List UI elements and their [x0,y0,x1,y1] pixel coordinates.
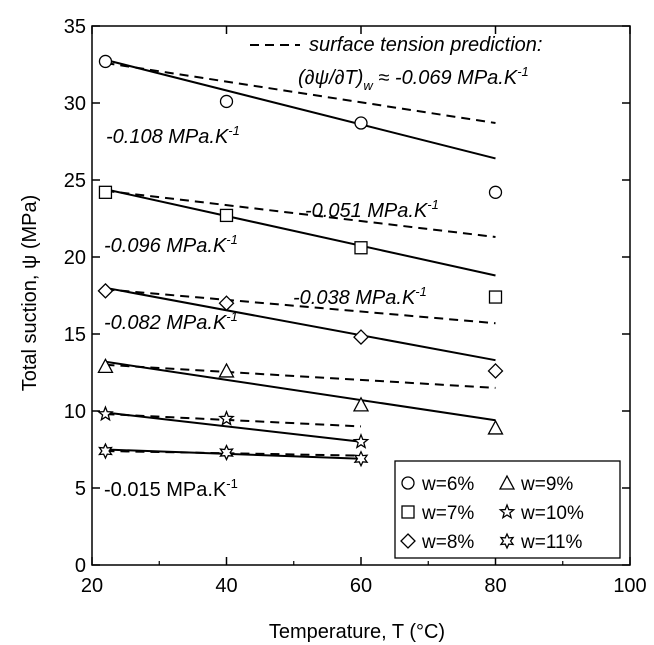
marker-w9 [352,396,370,412]
marker-w9 [218,362,235,378]
slope-label-w6-sup: -1 [228,123,240,138]
y-tick-label: 5 [75,478,86,500]
y-tick-label: 0 [75,555,86,577]
slope-label-w7: -0.096 MPa.K-1 [104,232,238,257]
marker-w8 [353,329,369,345]
marker-w9 [97,357,114,373]
legend: w=6% w=7% w=8% w=9% w=10% w=11% [394,460,621,559]
dash-legend-formula-main: (∂ψ/∂T) [298,67,363,89]
dash-legend-formula: (∂ψ/∂T)w ≈ -0.069 MPa.K-1 [298,64,529,93]
fit-line-dashed [105,450,362,457]
fit-line-solid [105,58,496,160]
x-tick-label: 60 [350,575,372,597]
slope-label-w7-base: -0.096 MPa.K [104,235,228,257]
fit-line-solid [105,286,496,362]
x-tick-label: 20 [81,575,103,597]
fit-lines [105,58,496,460]
legend-label-w9: w=9% [520,474,573,495]
slope-label-w6: -0.108 MPa.K-1 [106,123,240,148]
marker-w7 [488,290,503,304]
slope-label-w7-sup: -1 [226,232,238,247]
legend-marker-w8 [400,533,416,549]
fit-line-dashed [105,413,362,428]
slope-label-w6-base: -0.108 MPa.K [106,126,230,148]
legend-marker-w11 [499,532,515,550]
marker-w11 [219,444,234,462]
slope-label-w11-sup: -1 [226,476,238,491]
slope-label-w11-base: -0.015 MPa.K [104,479,227,501]
slope-label-w8: -0.082 MPa.K-1 [104,309,238,334]
fit-line-solid [105,360,496,422]
marker-w11 [353,450,369,468]
legend-label-w7: w=7% [421,503,474,524]
marker-w7 [98,185,113,199]
legend-marker-w10 [498,503,516,520]
marker-w10 [97,405,114,422]
x-tick-label: 80 [484,575,506,597]
fit-line-solid [105,411,362,443]
marker-w8 [218,295,235,312]
slope-label-surface-w7: -0.051 MPa.K-1 [305,197,439,222]
marker-w6 [354,116,368,130]
legend-marker-w9 [498,474,516,490]
fit-line-solid [105,188,496,277]
legend-label-w10: w=10% [520,503,584,524]
fit-line-dashed [105,363,496,389]
y-tick-label: 15 [64,324,86,346]
marker-w8 [97,282,114,299]
y-tick-label: 20 [64,247,86,269]
slope-label-surface-w8-base: -0.038 MPa.K [293,287,417,309]
marker-w7 [219,208,234,223]
legend-marker-w6 [401,476,415,490]
legend-label-w8: w=8% [421,532,474,553]
marker-w6 [219,94,234,109]
marker-w10 [352,432,370,449]
fit-line-dashed [105,189,496,238]
dash-legend-formula-value: ≈ -0.069 MPa.K [373,67,519,89]
y-tick-label: 10 [64,401,86,423]
axis-tick-labels: 20 40 60 80 100 0 5 10 15 20 25 30 35 [64,16,647,597]
y-tick-label: 35 [64,16,86,38]
slope-label-surface-w7-base: -0.051 MPa.K [305,200,429,222]
axis-ticks [91,25,631,566]
slope-label-w11: -0.015 MPa.K-1 [104,476,238,501]
slope-label-w8-sup: -1 [226,309,238,324]
legend-label-w11: w=11% [520,532,583,553]
marker-w10 [218,409,235,426]
x-tick-label: 40 [215,575,237,597]
marker-w7 [354,241,368,255]
marker-w8 [487,363,504,379]
y-tick-label: 30 [64,93,86,115]
slope-label-surface-w7-sup: -1 [427,197,439,212]
slope-label-w8-base: -0.082 MPa.K [104,312,228,334]
y-tick-label: 25 [64,170,86,192]
dash-legend-label: surface tension prediction: [309,34,542,56]
marker-w6 [98,54,113,69]
x-axis-title: Temperature, T (°C) [269,621,445,643]
legend-label-w6: w=6% [421,474,474,495]
marker-w9 [487,419,504,435]
fit-line-dashed [105,61,496,125]
marker-w11 [98,442,113,460]
legend-marker-w7 [401,505,415,519]
y-axis-title: Total suction, ψ (MPa) [19,195,41,392]
dash-legend-formula-sub: w [363,78,374,93]
slope-label-surface-w8: -0.038 MPa.K-1 [293,284,427,309]
dash-legend-formula-sup: -1 [517,64,529,79]
slope-label-surface-w8-sup: -1 [415,284,427,299]
marker-w6 [488,185,503,199]
fit-line-dashed [105,288,496,325]
x-tick-label: 100 [613,575,646,597]
data-markers [97,54,504,468]
